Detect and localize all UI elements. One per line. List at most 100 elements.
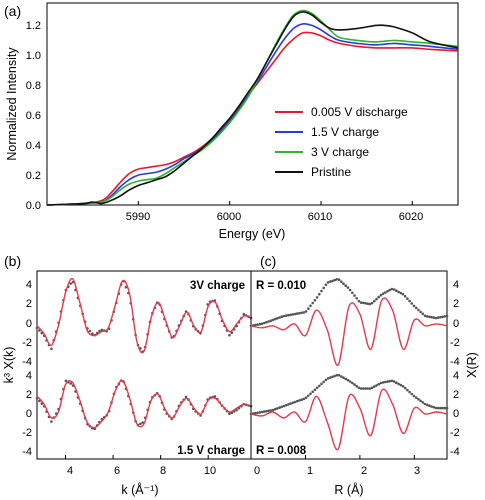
panel-c-series-0-point-54 <box>368 302 372 306</box>
panel-b-series-2-point-14 <box>69 382 72 385</box>
panel-c-series-2-point-47 <box>353 383 356 386</box>
panel-c-series-0-point-20 <box>293 312 297 316</box>
panel-b-ytick-2: 0 <box>26 318 32 330</box>
panel-c-series-2-point-4 <box>258 411 262 414</box>
panel-c-series-2-point-78 <box>421 401 425 404</box>
panel-c-series-0-point-56 <box>373 299 376 303</box>
panel-c-series-0-point-24 <box>302 311 306 314</box>
panel-c-series-2-point-54 <box>368 387 372 390</box>
panel-c-series-0-point-58 <box>377 295 381 299</box>
panel-c-series-0-point-36 <box>329 280 332 283</box>
panel-b-series-2-point-12 <box>64 379 68 383</box>
panel-a: (a) 0.0 0.2 0.4 0.6 0.8 1.0 1.2 5990 600… <box>4 2 459 241</box>
panel-c-series-2-point-56 <box>373 385 376 388</box>
panel-c-series-2-point-16 <box>284 403 288 407</box>
panel-c-series-0-point-14 <box>280 315 284 319</box>
panel-c-series-2-point-84 <box>434 406 438 410</box>
panel-c-series-0-point-9 <box>269 319 273 323</box>
panel-c-series-0-point-52 <box>364 302 367 305</box>
panel-b-ytick-3: -2 <box>22 337 32 349</box>
panel-c-series-0-point-48 <box>355 297 359 300</box>
panel-c-series-2-point-36 <box>329 376 332 379</box>
panel-c-series-0-point-3 <box>256 323 259 326</box>
panel-c-series-0-point-72 <box>408 299 411 303</box>
panel-a-series-1-line <box>46 22 459 206</box>
panel-c-series-0-point-33 <box>322 286 326 290</box>
panel-c-series-0-point-67 <box>397 290 400 294</box>
panel-c-series-2-point-39 <box>335 373 339 377</box>
panel-c-series-2-point-40 <box>337 374 341 377</box>
panel-c-ytick-2: 0 <box>453 318 459 330</box>
panel-c-series-0-point-16 <box>284 314 288 317</box>
panel-b-x-label: k (Å⁻¹) <box>121 482 158 497</box>
panel-c-annotation-r2: R = 0.008 <box>256 445 307 457</box>
panel-c-series-2-point-88 <box>443 406 447 410</box>
panel-b-x-ticks: 4 6 8 10 <box>67 465 216 477</box>
panel-c-series-0-point-13 <box>278 316 281 319</box>
panel-c-series-2-point-30 <box>315 386 319 390</box>
panel-c-ytick-6: 2 <box>453 389 459 401</box>
panel-c-series-0-point-18 <box>289 313 292 317</box>
panel-c-series-2-point-53 <box>366 387 370 390</box>
panel-c-series-2-point-28 <box>311 390 315 394</box>
panel-c-series-0-point-85 <box>436 316 440 319</box>
panel-c-series-2-point-65 <box>392 380 396 383</box>
panel-c-series-0-point-69 <box>401 292 405 296</box>
panel-c-ytick-3: -2 <box>450 337 460 349</box>
panel-c-series-2-point-77 <box>419 399 422 403</box>
panel-a-ytick-4: 0.8 <box>26 80 41 92</box>
panel-c-series-0-point-51 <box>362 301 365 305</box>
panel-a-ytick-5: 1.0 <box>26 50 41 62</box>
panel-c-series-0-point-7 <box>265 320 268 324</box>
panel-a-xtick-3: 6020 <box>399 211 423 223</box>
panel-c-series-2-point-33 <box>322 380 326 384</box>
panel-a-xtick-1: 6000 <box>217 211 241 223</box>
panel-c-series-0-point-78 <box>421 312 425 316</box>
panel-c-series-0-point-35 <box>326 281 330 284</box>
panel-c-ytick-8: -2 <box>450 427 460 439</box>
panel-c-series-0-point-31 <box>318 292 321 296</box>
panel-b-series-2-point-6 <box>50 420 53 423</box>
panel-c-series-1-fit-line <box>250 297 448 366</box>
panel-c-series-0-point-11 <box>273 317 277 321</box>
panel-c-series-2-point-81 <box>428 404 431 408</box>
panel-c-series-2-point-75 <box>414 396 418 400</box>
panel-c-series-2-point-58 <box>377 382 381 386</box>
panel-c-series-2-point-29 <box>313 388 317 392</box>
panel-c-series-2-point-17 <box>287 403 290 406</box>
panel-c-series-0-point-12 <box>276 317 279 320</box>
panel-c-series-2-point-62 <box>386 380 389 383</box>
panel-c-series-2-point-6 <box>262 410 266 413</box>
panel-c-series-0-point-73 <box>410 302 414 305</box>
panel-c-series-0-point-71 <box>406 297 409 301</box>
panel-a-ytick-1: 0.2 <box>26 170 41 182</box>
panel-c-series-2-point-34 <box>324 378 328 382</box>
panel-b-series-0-point-22 <box>88 329 92 333</box>
panel-b-annotation-3v: 3V charge <box>190 280 245 292</box>
panel-c-series-0-point-22 <box>298 311 301 315</box>
panel-c-series-2-point-59 <box>379 381 383 385</box>
panel-c-series-2-point-7 <box>265 409 268 413</box>
panel-c-series-0-point-23 <box>300 311 304 315</box>
panel-c-ytick-5: 4 <box>453 370 459 382</box>
panel-c-series-2-point-25 <box>304 396 308 400</box>
panel-c-series-2-point-55 <box>370 386 374 390</box>
panel-c-series-2-point-69 <box>401 385 405 388</box>
panel-a-ytick-6: 1.2 <box>26 20 41 32</box>
panel-b-series-0-point-23 <box>91 332 94 336</box>
panel-a-tick-marks <box>137 201 413 205</box>
panel-c-series-2-point-13 <box>278 406 281 409</box>
panel-b-ytick-5: 4 <box>26 370 32 382</box>
panel-c-series-2-point-89 <box>445 406 449 410</box>
panel-c-series-2-point-86 <box>439 406 442 410</box>
panel-c-series-0-point-80 <box>425 315 429 318</box>
panel-c-series-0-point-79 <box>423 314 427 318</box>
panel-c-series-0-point-63 <box>388 288 392 292</box>
panel-c-series-0-point-57 <box>375 297 378 301</box>
panel-c-series-2-point-12 <box>276 407 279 410</box>
panel-c-series-2-point-9 <box>269 409 273 412</box>
panel-b-ytick-1: 2 <box>26 298 32 310</box>
panel-c-series-2-point-49 <box>357 386 361 390</box>
panel-a-y-label: Normalized Intensity <box>5 47 19 161</box>
panel-c-series-0-point-59 <box>379 293 383 297</box>
